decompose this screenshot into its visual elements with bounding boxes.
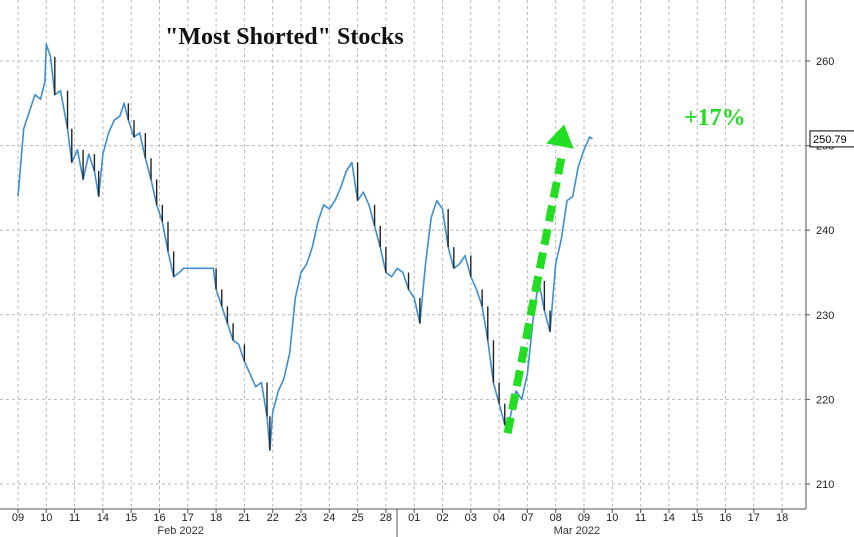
x-tick-label: 04 (493, 512, 505, 524)
y-tick-label: 210 (816, 479, 834, 491)
x-tick-label: 07 (521, 512, 533, 524)
chart-title: "Most Shorted" Stocks (165, 24, 404, 50)
x-tick-label: 16 (719, 512, 731, 524)
month-label: Mar 2022 (554, 525, 600, 537)
gain-annotation: +17% (684, 105, 746, 131)
month-label: Feb 2022 (157, 525, 203, 537)
trend-arrow-head (546, 124, 574, 149)
x-tick-label: 16 (153, 512, 165, 524)
x-tick-label: 09 (578, 512, 590, 524)
x-tick-label: 25 (351, 512, 363, 524)
x-tick-label: 14 (97, 512, 109, 524)
x-tick-label: 11 (69, 512, 80, 524)
x-tick-label: 23 (295, 512, 307, 524)
x-tick-label: 14 (663, 512, 675, 524)
x-tick-label: 01 (408, 512, 420, 524)
y-tick-label: 260 (816, 56, 834, 68)
y-tick-label: 220 (816, 394, 834, 406)
y-tick-label: 230 (816, 310, 834, 322)
x-tick-label: 21 (238, 512, 250, 524)
x-tick-label: 08 (550, 512, 562, 524)
x-tick-label: 18 (776, 512, 788, 524)
x-tick-label: 02 (436, 512, 448, 524)
x-tick-label: 24 (323, 512, 335, 524)
last-value-label: 250.79 (813, 134, 847, 146)
x-tick-label: 17 (748, 512, 760, 524)
x-tick-label: 11 (635, 512, 646, 524)
x-tick-label: 10 (40, 512, 52, 524)
last-value-box (809, 130, 854, 148)
x-tick-label: 15 (125, 512, 137, 524)
grid-layer (0, 0, 806, 509)
x-tick-label: 17 (182, 512, 194, 524)
annotation-layer (503, 124, 574, 435)
x-tick-label: 22 (267, 512, 279, 524)
x-tick-label: 09 (12, 512, 24, 524)
series-line (17, 43, 593, 451)
y-tick-label: 240 (816, 225, 834, 237)
x-tick-label: 03 (465, 512, 477, 524)
x-tick-label: 28 (380, 512, 392, 524)
x-tick-label: 10 (606, 512, 618, 524)
x-tick-label: 15 (691, 512, 703, 524)
x-tick-label: 18 (210, 512, 222, 524)
series-layer (17, 43, 593, 451)
